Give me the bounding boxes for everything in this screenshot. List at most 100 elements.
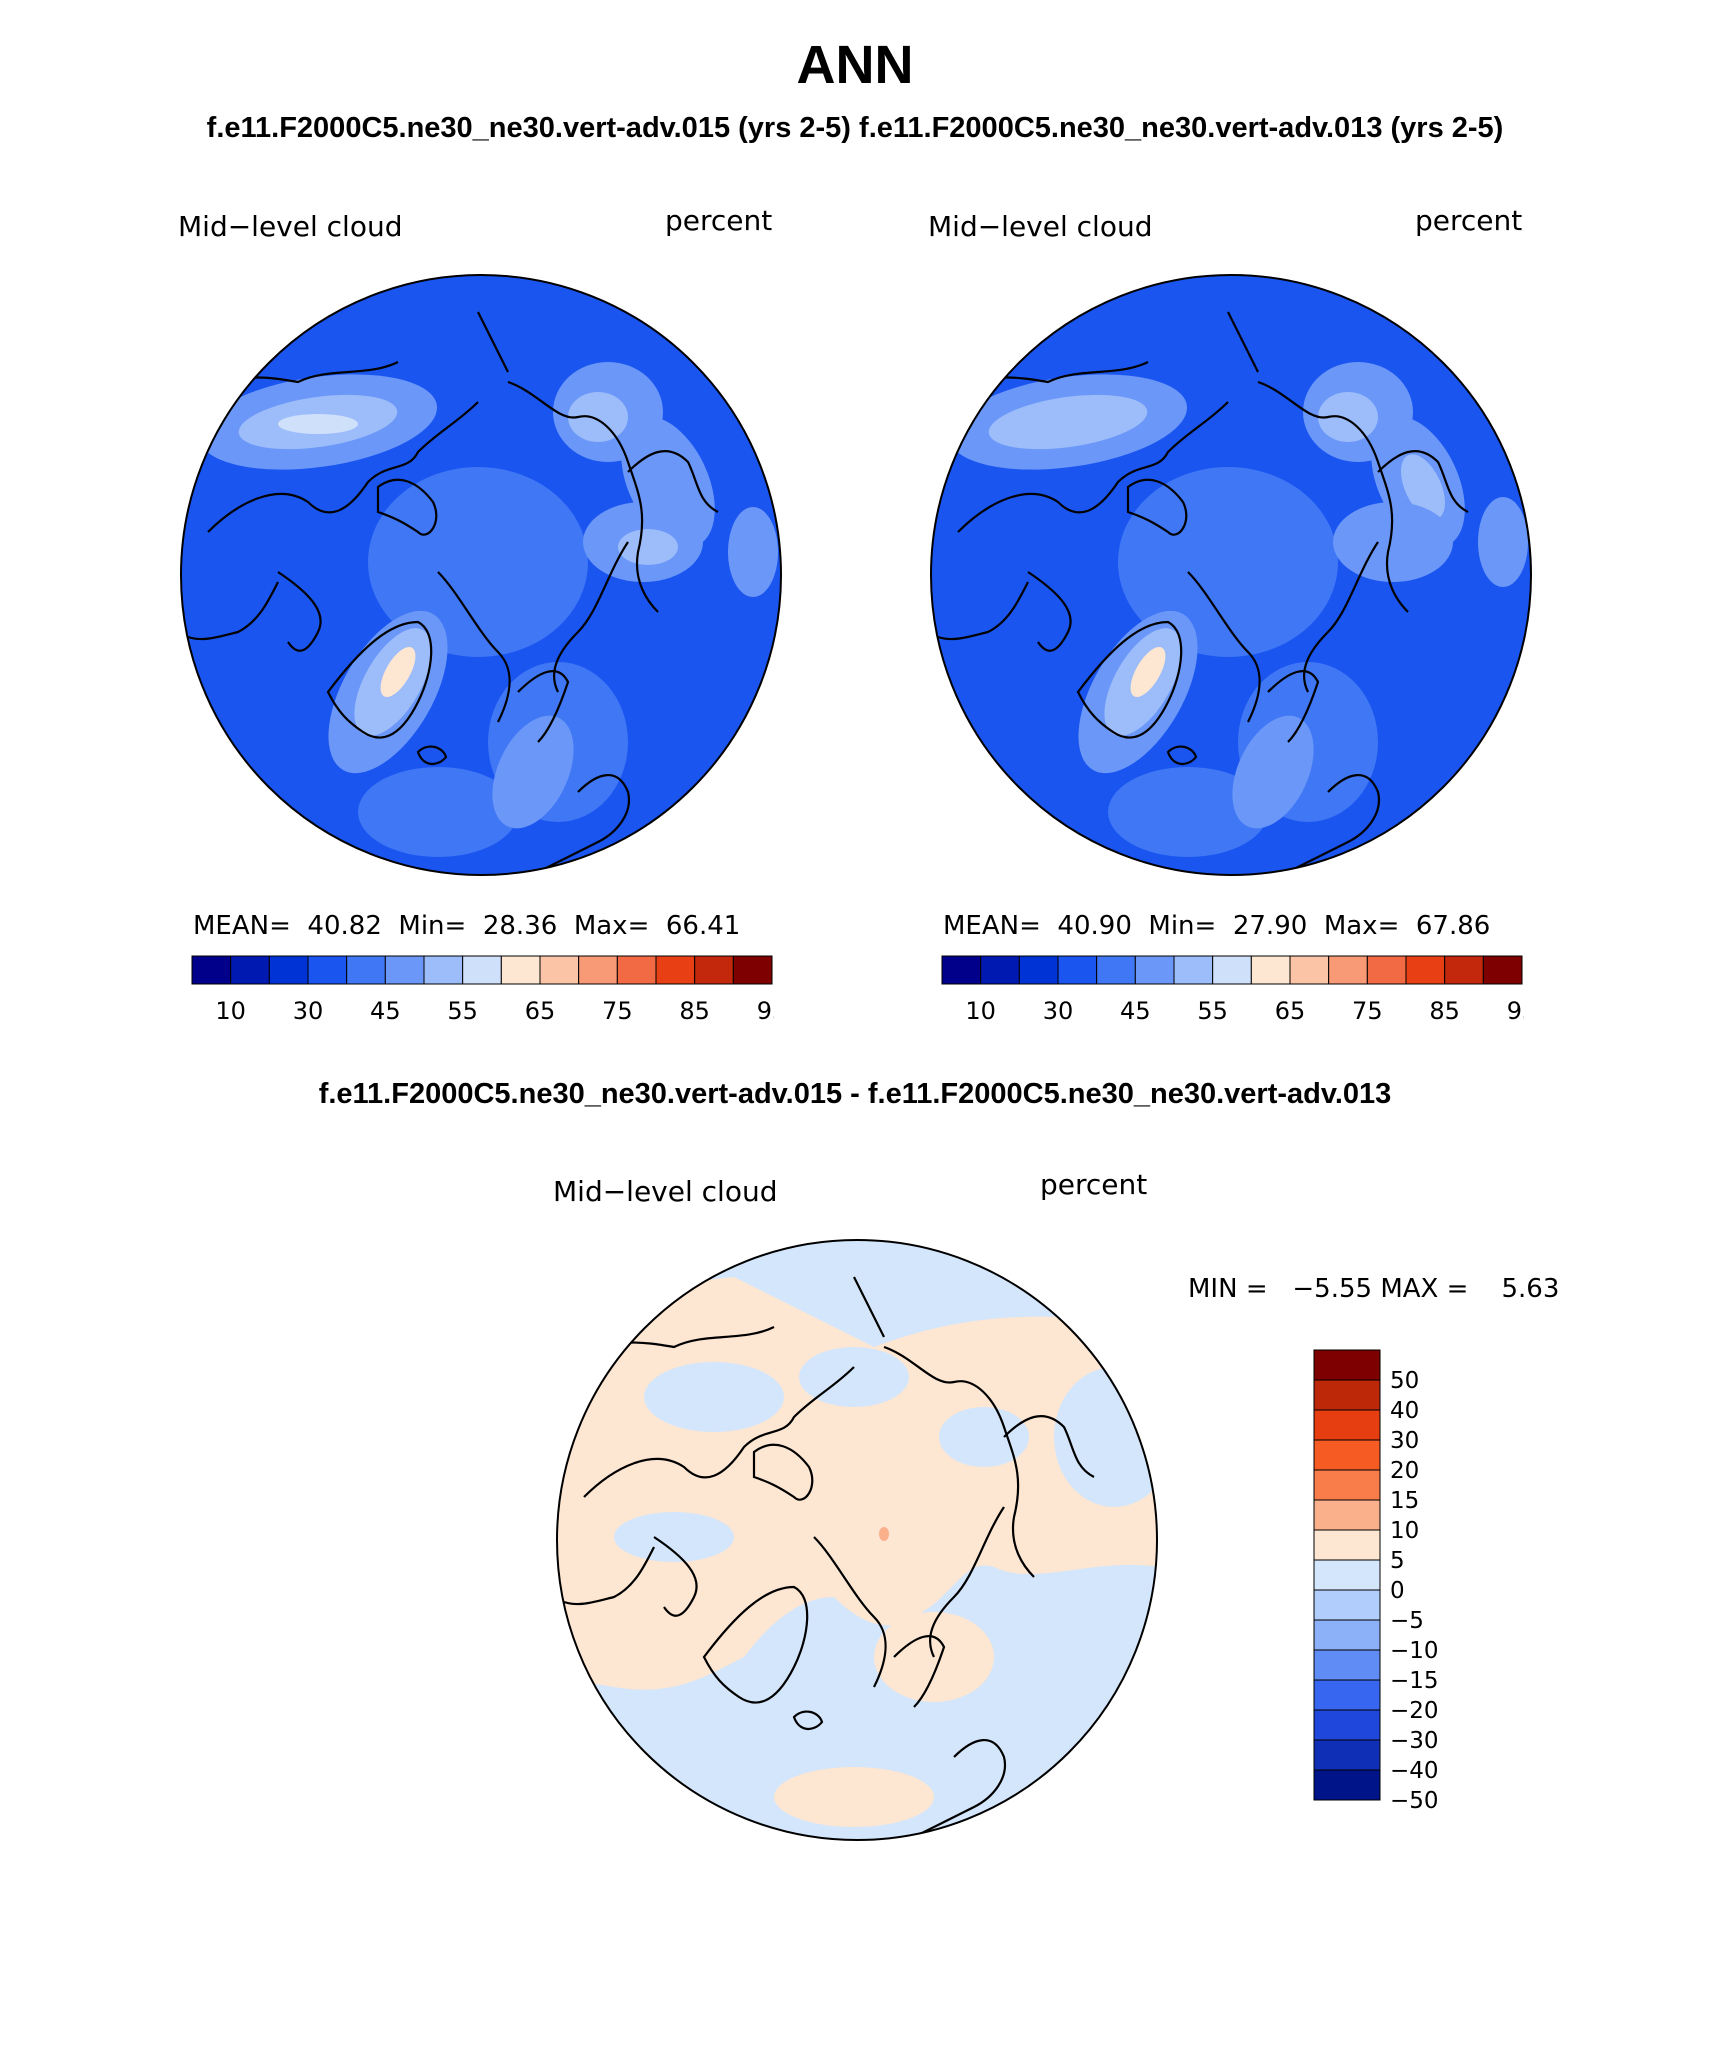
colorbar-swatch bbox=[307, 955, 348, 985]
diff-colorbar-swatch bbox=[1313, 1349, 1381, 1381]
diff-colorbar-tick-label: 10 bbox=[1390, 1518, 1419, 1544]
diff-units-label: percent bbox=[1040, 1168, 1148, 1201]
colorbar-swatch bbox=[694, 955, 734, 985]
diff-map bbox=[556, 1239, 1158, 1841]
diff-colorbar-swatch bbox=[1313, 1589, 1381, 1621]
colorbar-swatch bbox=[655, 955, 696, 985]
colorbar-tick-label: 30 bbox=[293, 997, 324, 1024]
left-min-value: 28.36 bbox=[482, 911, 558, 941]
colorbar-swatch bbox=[1173, 955, 1214, 985]
diff-colorbar-tick-label: 0 bbox=[1390, 1578, 1405, 1604]
colorbar-swatch bbox=[616, 955, 657, 985]
right-mean-label: MEAN= bbox=[943, 911, 1041, 941]
colorbar-swatch bbox=[1328, 955, 1368, 985]
colorbar-swatch bbox=[980, 955, 1020, 985]
diff-colorbar-swatch bbox=[1313, 1619, 1381, 1651]
colorbar-swatch bbox=[1134, 955, 1175, 985]
colorbar-swatch bbox=[1096, 955, 1136, 985]
right-mean-value: 40.90 bbox=[1057, 911, 1132, 941]
colorbar-swatch bbox=[1018, 955, 1059, 985]
diff-colorbar-tick-label: 50 bbox=[1390, 1368, 1419, 1394]
colorbar-swatch bbox=[1405, 955, 1446, 985]
colorbar-swatch bbox=[1057, 955, 1098, 985]
diff-colorbar-swatch bbox=[1313, 1709, 1381, 1741]
diff-colorbar-swatch bbox=[1313, 1559, 1381, 1591]
colorbar-swatch bbox=[423, 955, 464, 985]
diff-colorbar-swatch bbox=[1313, 1499, 1381, 1531]
right-min-label: Min= bbox=[1148, 911, 1217, 941]
colorbar-tick-label: 65 bbox=[525, 997, 556, 1024]
colorbar-swatch bbox=[941, 955, 982, 985]
right-colorbar: 10 30 45 55 65 75 85 95 bbox=[941, 955, 1524, 1024]
diff-colorbar-tick-label: 20 bbox=[1390, 1458, 1419, 1484]
colorbar-tick-label: 45 bbox=[370, 997, 401, 1024]
diff-variable-label: Mid−level cloud bbox=[553, 1175, 778, 1208]
colorbar-swatch bbox=[539, 955, 580, 985]
diff-colorbar-swatch bbox=[1313, 1739, 1381, 1771]
right-stats: MEAN= 40.90 Min= 27.90 Max= 67.86 bbox=[943, 911, 1490, 941]
colorbar-tick-label: 95 bbox=[1507, 997, 1524, 1024]
colorbar-swatch bbox=[1444, 955, 1484, 985]
colorbar-swatch bbox=[384, 955, 425, 985]
left-mean-label: MEAN= bbox=[193, 911, 291, 941]
colorbar-tick-label: 30 bbox=[1043, 997, 1074, 1024]
colorbar-swatch bbox=[1212, 955, 1252, 985]
colorbar-swatch bbox=[1482, 955, 1523, 985]
colorbar-tick-label: 10 bbox=[965, 997, 996, 1024]
left-stats: MEAN= 40.82 Min= 28.36 Max= 66.41 bbox=[193, 911, 740, 941]
coastlines bbox=[937, 311, 1469, 873]
diff-colorbar-swatch bbox=[1313, 1379, 1381, 1411]
page-title: ANN bbox=[796, 35, 914, 95]
diff-colorbar-tick-label: 5 bbox=[1390, 1548, 1405, 1574]
colorbar-swatch bbox=[230, 955, 270, 985]
diff-colorbar-swatch bbox=[1313, 1679, 1381, 1711]
diff-minmax: MIN = −5.55 MAX = 5.63 bbox=[1188, 1274, 1560, 1304]
case-b-subtitle: f.e11.F2000C5.ne30_ne30.vert-adv.013 (yr… bbox=[859, 112, 1504, 144]
colorbar-tick-label: 10 bbox=[215, 997, 246, 1024]
colorbar-tick-label: 65 bbox=[1275, 997, 1306, 1024]
diff-colorbar-swatch bbox=[1313, 1649, 1381, 1681]
top-subtitle: f.e11.F2000C5.ne30_ne30.vert-adv.015 (yr… bbox=[0, 112, 1710, 145]
diff-colorbar-tick-label: −5 bbox=[1390, 1608, 1424, 1634]
diff-colorbar-swatch bbox=[1313, 1439, 1381, 1471]
diff-colorbar-tick-label: −50 bbox=[1390, 1788, 1439, 1814]
colorbar-tick-label: 85 bbox=[679, 997, 710, 1024]
right-units-label: percent bbox=[1415, 204, 1523, 237]
diff-colorbar-tick-label: 30 bbox=[1390, 1428, 1419, 1454]
left-mean-value: 40.82 bbox=[307, 911, 382, 941]
colorbar-swatch bbox=[732, 955, 773, 985]
left-variable-label: Mid−level cloud bbox=[178, 210, 403, 243]
diff-colorbar-swatch bbox=[1313, 1469, 1381, 1501]
right-map bbox=[930, 274, 1532, 876]
diff-colorbar-tick-label: −40 bbox=[1390, 1758, 1439, 1784]
diff-colorbar-swatch bbox=[1313, 1409, 1381, 1441]
left-map bbox=[180, 274, 782, 876]
colorbar-tick-label: 55 bbox=[1197, 997, 1228, 1024]
colorbar-swatch bbox=[191, 955, 232, 985]
colorbar-swatch bbox=[1250, 955, 1291, 985]
colorbar-tick-label: 55 bbox=[447, 997, 478, 1024]
colorbar-swatch bbox=[346, 955, 386, 985]
left-min-label: Min= bbox=[398, 911, 467, 941]
left-units-label: percent bbox=[665, 204, 773, 237]
colorbar-tick-label: 45 bbox=[1120, 997, 1151, 1024]
right-max-label: Max= bbox=[1323, 911, 1400, 941]
colorbar-swatch bbox=[268, 955, 309, 985]
left-max-value: 66.41 bbox=[665, 911, 741, 941]
diff-colorbar-tick-label: −30 bbox=[1390, 1728, 1439, 1754]
diff-colorbar-tick-label: 40 bbox=[1390, 1398, 1419, 1424]
colorbar-swatch bbox=[500, 955, 541, 985]
colorbar-tick-label: 75 bbox=[1352, 997, 1383, 1024]
case-a-subtitle: f.e11.F2000C5.ne30_ne30.vert-adv.015 (yr… bbox=[206, 112, 851, 144]
colorbar-swatch bbox=[578, 955, 618, 985]
colorbar-swatch bbox=[1289, 955, 1330, 985]
diff-colorbar-tick-label: −10 bbox=[1390, 1638, 1439, 1664]
colorbar-tick-label: 85 bbox=[1429, 997, 1460, 1024]
right-min-value: 27.90 bbox=[1232, 911, 1308, 941]
right-max-value: 67.86 bbox=[1415, 911, 1491, 941]
colorbar-tick-label: 75 bbox=[602, 997, 633, 1024]
diff-subtitle: f.e11.F2000C5.ne30_ne30.vert-adv.015 - f… bbox=[318, 1078, 1392, 1110]
left-max-label: Max= bbox=[573, 911, 650, 941]
diff-colorbar-tick-label: 15 bbox=[1390, 1488, 1419, 1514]
